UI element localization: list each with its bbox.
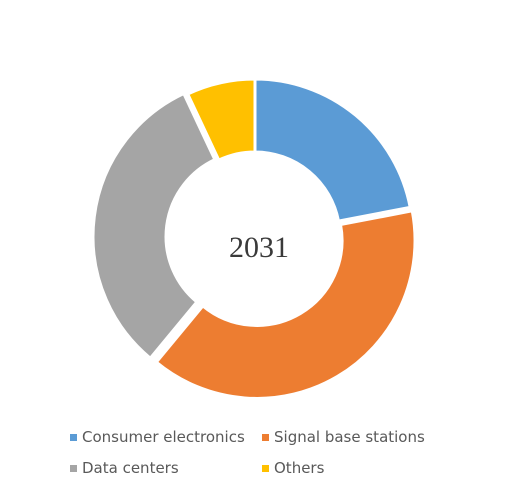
legend-item-consumer-electronics: Consumer electronics: [70, 428, 262, 446]
legend-item-others: Others: [262, 459, 324, 477]
legend-swatch: [70, 433, 77, 441]
legend-swatch: [70, 464, 77, 472]
slice-data-centers: [91, 92, 217, 360]
center-label: 2031: [229, 231, 289, 264]
legend-item-signal-base-stations: Signal base stations: [262, 428, 425, 446]
legend-label: Others: [274, 459, 325, 477]
slice-signal-base-stations: [154, 209, 417, 400]
legend-label: Data centers: [82, 459, 179, 477]
legend: Consumer electronics Signal base station…: [70, 426, 490, 488]
slice-group: [91, 77, 417, 400]
legend-row: Data centers Others: [70, 457, 490, 479]
legend-item-data-centers: Data centers: [70, 459, 262, 477]
slice-others: [186, 77, 257, 162]
slice-consumer-electronics: [253, 77, 412, 223]
legend-row: Consumer electronics Signal base station…: [70, 426, 490, 448]
legend-label: Consumer electronics: [82, 428, 245, 446]
legend-swatch: [262, 464, 269, 472]
legend-swatch: [262, 433, 269, 441]
legend-label: Signal base stations: [274, 428, 425, 446]
